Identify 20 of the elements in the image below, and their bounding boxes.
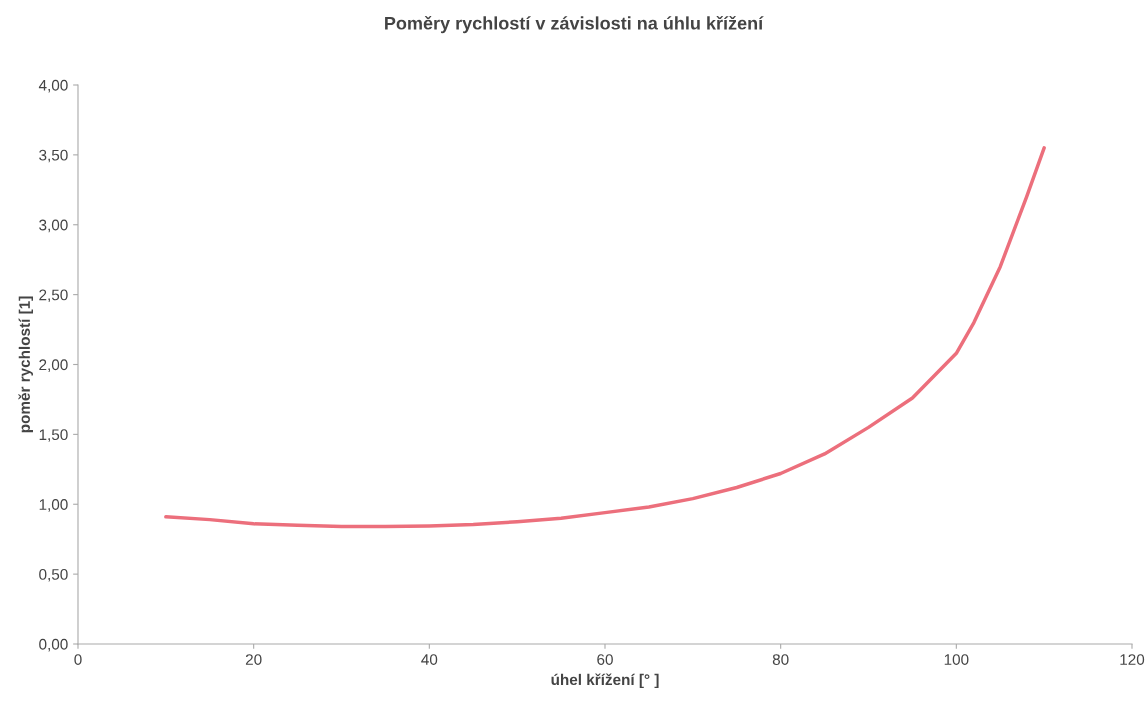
y-axis-title: poměr rychlostí [1] xyxy=(18,296,33,433)
chart-title: Poměry rychlostí v závislosti na úhlu křížení xyxy=(385,15,764,34)
x-tick-label: 0 xyxy=(74,654,82,665)
y-tick-label: 1,00 xyxy=(39,499,68,512)
y-tick-label: 1,50 xyxy=(39,429,68,442)
x-tick-label: 80 xyxy=(772,654,789,665)
x-tick-label: 40 xyxy=(421,654,438,665)
x-tick-label: 120 xyxy=(1120,654,1145,665)
line-series xyxy=(164,146,1046,529)
y-tick-label: 3,50 xyxy=(39,149,68,163)
x-tick-label: 60 xyxy=(597,654,613,665)
y-tick-label: 3,00 xyxy=(39,219,68,233)
y-tick-label: 4,00 xyxy=(38,79,68,93)
y-tick-label: 0,50 xyxy=(39,568,68,582)
x-tick-label: 20 xyxy=(245,654,262,665)
y-tick-label: 0,00 xyxy=(39,638,68,652)
x-tick-label: 100 xyxy=(944,654,969,665)
y-tick-label: 2,50 xyxy=(39,289,68,303)
x-axis-title: úhel křížení [° ] xyxy=(551,673,659,689)
y-tick-label: 2,00 xyxy=(39,359,68,372)
